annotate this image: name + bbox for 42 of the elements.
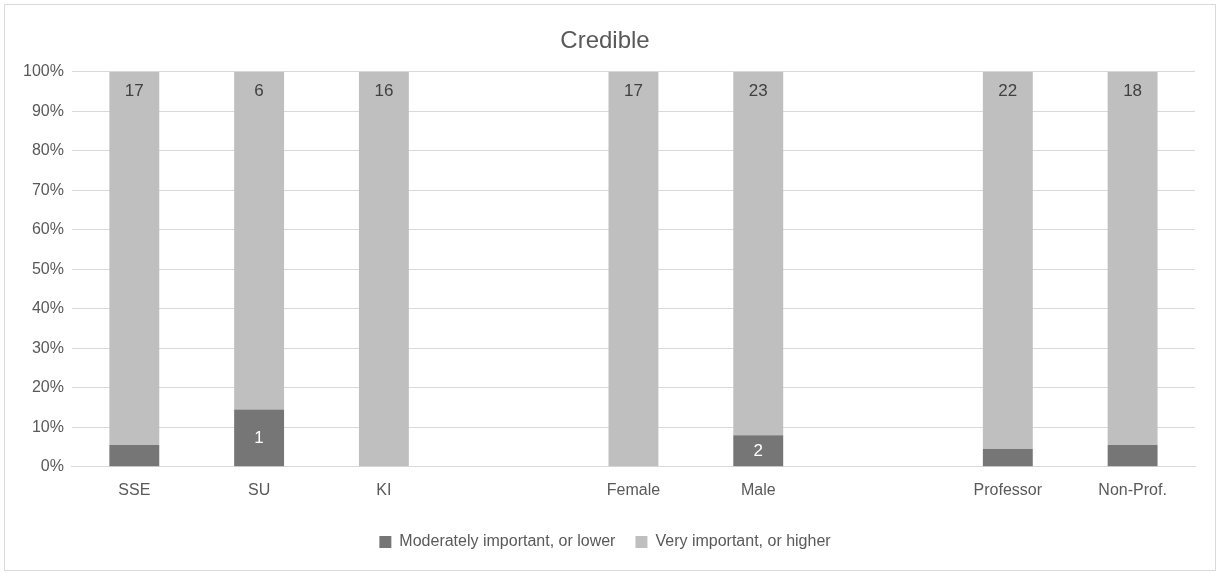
annotation: 17 [624, 81, 643, 101]
x-tick-label: Male [740, 480, 776, 498]
bar [234, 409, 285, 467]
annotation: 1 [254, 427, 264, 447]
bar [358, 71, 409, 467]
bar [982, 71, 1033, 450]
bar [1107, 445, 1158, 467]
y-tick-label: 90% [31, 101, 64, 119]
legend-label: Moderately important, or lower [399, 532, 617, 550]
y-tick-label: 70% [31, 180, 64, 198]
y-tick-label: 100% [23, 62, 64, 80]
annotation: 17 [124, 81, 144, 101]
y-tick-label: 10% [31, 417, 64, 435]
bar [109, 445, 160, 467]
y-tick-label: 40% [31, 299, 64, 317]
x-tick-label: Professor [973, 480, 1043, 498]
y-tick-label: 30% [31, 338, 64, 356]
annotation: 16 [374, 81, 394, 101]
annotation: 22 [998, 81, 1018, 101]
chart-title: Credible [560, 26, 650, 54]
annotation: 6 [254, 81, 264, 101]
x-tick-label: Female [606, 480, 661, 498]
bar [733, 71, 784, 436]
x-tick-label: SSE [118, 480, 151, 498]
legend-label: Very important, or higher [655, 532, 832, 550]
x-tick-label: KI [376, 480, 392, 498]
bar [1107, 71, 1158, 446]
annotation: 18 [1123, 81, 1143, 101]
x-tick-label: Non-Prof. [1098, 480, 1167, 498]
bar [608, 71, 659, 467]
y-tick-label: 20% [31, 378, 64, 396]
y-tick-label: 0% [40, 457, 64, 475]
bar [982, 449, 1033, 467]
y-tick-label: 60% [31, 220, 64, 238]
y-tick-label: 50% [31, 259, 64, 277]
bar [234, 71, 285, 410]
x-tick-label: SU [247, 480, 271, 498]
bar [733, 435, 784, 467]
y-tick-label: 80% [31, 141, 64, 159]
annotation: 23 [748, 81, 768, 101]
annotation: 2 [753, 440, 763, 460]
bar [109, 71, 160, 446]
